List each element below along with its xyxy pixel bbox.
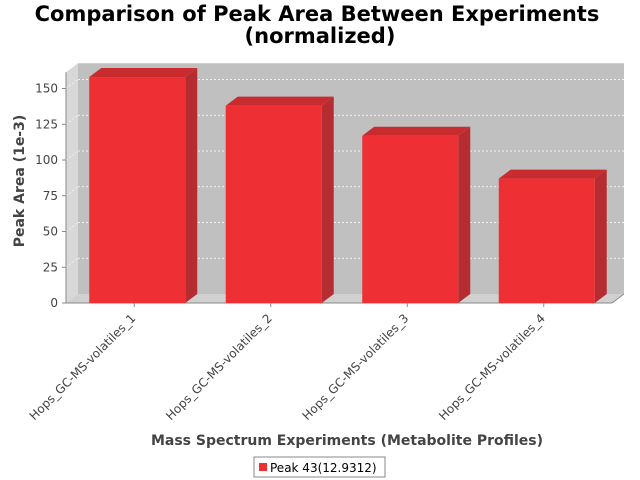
x-tick-label: Hops_GC-MS-volatiles_4 [436, 311, 548, 423]
y-tick-label: 25 [43, 260, 58, 274]
bar-top [362, 126, 471, 136]
y-tick-label: 100 [35, 153, 58, 167]
bar-top [498, 169, 607, 179]
bar [498, 178, 595, 303]
legend-box [253, 456, 386, 478]
gridline-side [65, 222, 79, 232]
gridline-side [65, 79, 79, 89]
plot-back-wall [78, 63, 624, 295]
x-tick-label: Hops_GC-MS-volatiles_3 [300, 311, 412, 423]
x-axis-title: Mass Spectrum Experiments (Metabolite Pr… [151, 433, 543, 449]
y-axis-title: Peak Area (1e-3) [12, 115, 28, 248]
bar-side [185, 68, 198, 303]
x-tick-label: Hops_GC-MS-volatiles_2 [163, 311, 275, 423]
gridline-side [65, 258, 79, 268]
bar-top [225, 96, 334, 106]
y-tick-label: 125 [35, 117, 58, 131]
gridline-side [65, 150, 79, 161]
legend: Peak 43(12.9312) [253, 456, 386, 478]
bar [89, 77, 186, 303]
x-axis-depth [611, 293, 625, 304]
plot-left-wall [66, 63, 78, 304]
bar [362, 135, 459, 303]
y-tick-label: 50 [43, 225, 58, 239]
legend-swatch [259, 463, 267, 471]
y-tick-label: 0 [50, 296, 58, 310]
gridline-side [65, 115, 79, 125]
y-tick-label: 75 [43, 189, 58, 203]
bar-side [458, 126, 471, 303]
bar-top [89, 68, 198, 78]
bar-side [321, 96, 334, 303]
chart-title-line-1: Comparison of Peak Area Between Experime… [35, 2, 600, 26]
gridline-side [65, 186, 79, 196]
bar-side [594, 169, 607, 303]
y-tick-label: 150 [35, 82, 58, 96]
plot-floor [66, 294, 624, 303]
bar [225, 105, 322, 303]
chart-title-line-2: (normalized) [245, 24, 396, 48]
legend-label: Peak 43(12.9312) [270, 461, 377, 475]
x-tick-label: Hops_GC-MS-volatiles_1 [27, 311, 139, 423]
